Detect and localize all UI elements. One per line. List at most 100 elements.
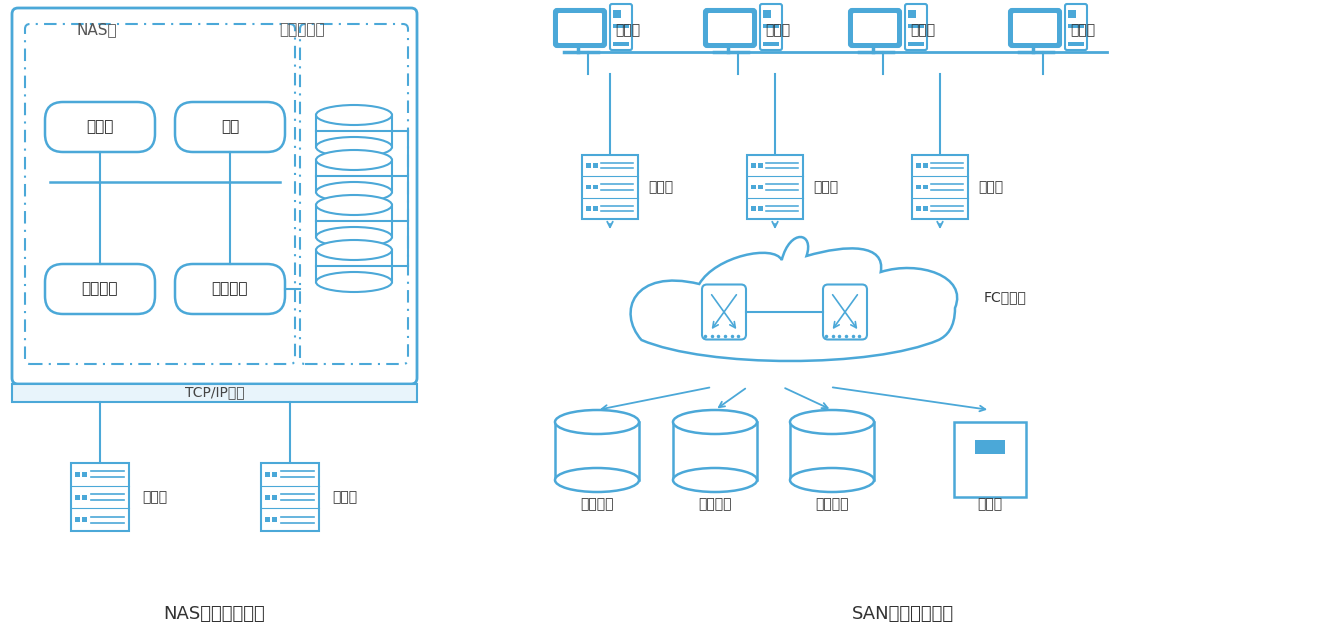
Text: 处理器: 处理器 [86,119,114,135]
FancyBboxPatch shape [823,284,867,340]
Ellipse shape [316,137,392,157]
Text: 客户机: 客户机 [1070,23,1095,37]
Text: 网络接口: 网络接口 [82,281,118,297]
Bar [673,422,757,480]
Bar [923,163,927,168]
Text: 磁盘子系统: 磁盘子系统 [280,22,325,37]
Ellipse shape [316,195,392,215]
Text: 磁带库: 磁带库 [977,497,1003,511]
Bar [582,155,637,220]
Text: 磁盘阵列: 磁盘阵列 [816,497,849,511]
Text: 服务器: 服务器 [142,490,167,504]
FancyBboxPatch shape [175,264,285,314]
Text: 硬盘接口: 硬盘接口 [212,281,249,297]
Text: 客户机: 客户机 [766,23,790,37]
Bar [82,472,87,477]
Text: 客户机: 客户机 [616,23,641,37]
FancyBboxPatch shape [759,4,782,50]
Bar [909,42,925,46]
Text: 服务器: 服务器 [648,180,673,194]
FancyBboxPatch shape [853,13,896,43]
Text: SAN存储系统结构: SAN存储系统结构 [852,605,953,623]
Bar [75,517,81,522]
FancyBboxPatch shape [1064,4,1087,50]
Bar [917,163,921,168]
Bar [913,155,968,220]
Ellipse shape [790,468,874,492]
Ellipse shape [316,272,392,292]
Bar [555,422,638,480]
Bar [593,206,598,211]
Bar [747,155,802,220]
Bar [271,472,277,477]
Bar [261,463,319,531]
Bar [1068,10,1077,18]
Bar [316,205,392,237]
FancyBboxPatch shape [704,9,755,47]
Text: 服务器: 服务器 [813,180,839,194]
Bar [758,206,762,211]
Bar [751,185,755,189]
FancyBboxPatch shape [708,13,753,43]
Bar [909,10,917,18]
Ellipse shape [673,410,757,434]
Bar [917,185,921,189]
FancyBboxPatch shape [558,13,602,43]
Ellipse shape [316,105,392,125]
Bar [917,206,921,211]
Bar [586,206,591,211]
Ellipse shape [555,468,638,492]
Bar [751,163,755,168]
Ellipse shape [790,410,874,434]
Bar [265,472,270,477]
Ellipse shape [316,150,392,170]
Bar [316,115,392,147]
Ellipse shape [316,240,392,260]
Bar [75,472,81,477]
Bar [586,185,591,189]
FancyBboxPatch shape [905,4,927,50]
Bar [758,185,762,189]
Bar [923,185,927,189]
FancyBboxPatch shape [12,8,417,384]
Bar [763,10,771,18]
FancyBboxPatch shape [1013,13,1056,43]
Text: 磁盘阵列: 磁盘阵列 [581,497,614,511]
Bar [265,517,270,522]
Bar [71,463,129,531]
Bar [82,494,87,499]
Ellipse shape [316,227,392,247]
Bar [271,494,277,499]
Bar [82,517,87,522]
Bar [271,517,277,522]
Bar [758,163,762,168]
Text: 服务器: 服务器 [332,490,358,504]
Bar [593,163,598,168]
FancyBboxPatch shape [1009,9,1060,47]
Bar [265,494,270,499]
FancyBboxPatch shape [610,4,632,50]
FancyBboxPatch shape [849,9,900,47]
Bar [974,440,1005,453]
Bar [763,42,780,46]
Text: 磁盘阵列: 磁盘阵列 [699,497,731,511]
Bar [593,185,598,189]
Text: TCP/IP网络: TCP/IP网络 [184,385,245,399]
FancyBboxPatch shape [44,264,155,314]
PathPatch shape [630,237,957,361]
Bar [316,160,392,192]
Text: NAS存储系统结构: NAS存储系统结构 [164,605,265,623]
Bar [586,163,591,168]
Ellipse shape [555,410,638,434]
Text: 客户机: 客户机 [910,23,935,37]
FancyBboxPatch shape [702,284,746,340]
Bar [763,24,780,28]
Text: FC交换机: FC交换机 [984,290,1027,304]
Bar [75,494,81,499]
Bar [790,422,874,480]
FancyBboxPatch shape [175,102,285,152]
Bar [923,206,927,211]
Bar [613,42,629,46]
Bar [316,250,392,282]
Bar [1068,42,1085,46]
